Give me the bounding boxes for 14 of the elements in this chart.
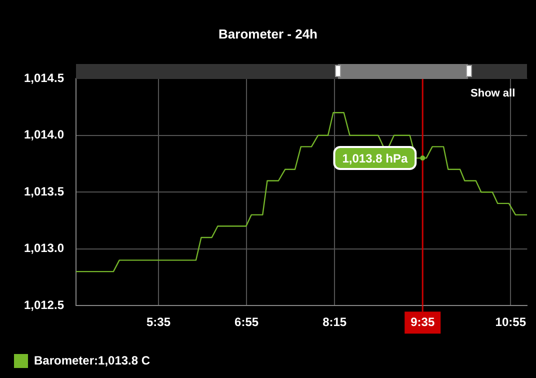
y-tick-label: 1,014.5 — [24, 70, 64, 85]
annotation: 1,013.8 hPa — [342, 151, 408, 166]
legend-label: Barometer:1,013.8 C — [34, 353, 150, 368]
annotation: Show all — [470, 88, 516, 100]
y-tick-label: 1,013.5 — [24, 184, 64, 198]
y-tick-label: 1,013.0 — [24, 241, 64, 256]
chart-title: Barometer - 24h — [218, 26, 318, 42]
y-tick-label: 1,014.0 — [24, 128, 64, 142]
x-tick-label: 5:35 — [146, 315, 171, 330]
x-tick-label: 8:15 — [322, 315, 347, 330]
x-tick-label: 9:35 — [410, 315, 435, 330]
x-tick-label: 6:55 — [234, 315, 259, 330]
y-tick-label: 1,012.5 — [24, 298, 64, 312]
x-tick-label: 10:55 — [495, 315, 526, 330]
